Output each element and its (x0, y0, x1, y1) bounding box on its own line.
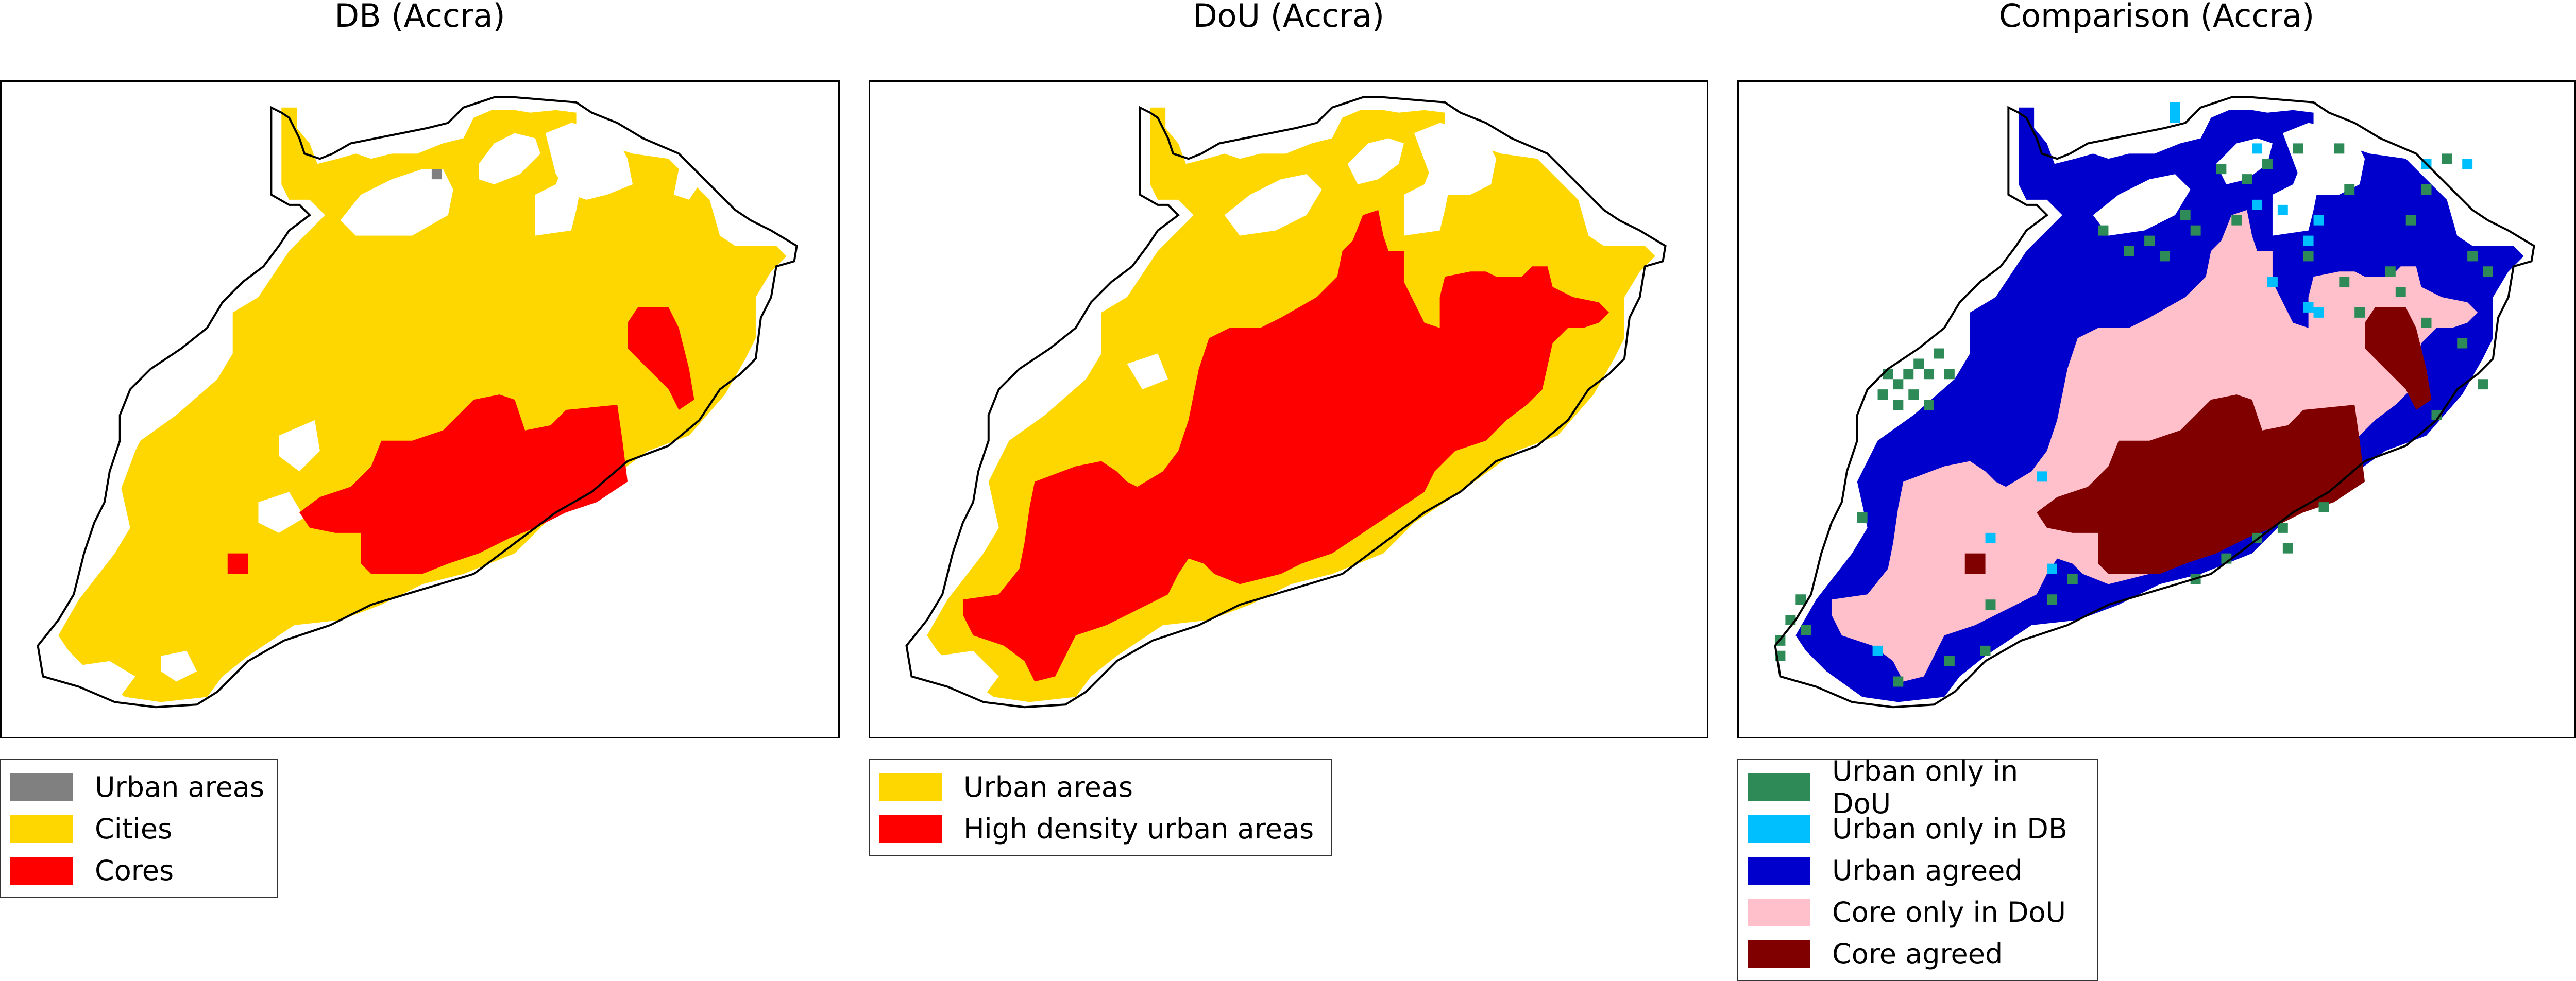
legend-item: Urban only in DB (1748, 808, 2084, 850)
legend-item: Core agreed (1748, 933, 2084, 975)
panel-title-comparison: Comparison (Accra) (1998, 0, 2315, 35)
region-outline (905, 96, 1667, 709)
legend-swatch-core-agreed (1748, 940, 1810, 968)
legend-label: Urban areas (963, 771, 1133, 803)
panel-title-db: DB (Accra) (334, 0, 505, 35)
core-fill (227, 307, 694, 574)
legend-comparison: Urban only in DoU Urban only in DB Urban… (1737, 755, 2098, 981)
panel-title-dou: DoU (Accra) (1192, 0, 1385, 35)
legend-swatch-cities (10, 815, 73, 843)
legend-label: Core only in DoU (1832, 896, 2066, 928)
region-outline (1774, 96, 2535, 709)
legend-label: Urban agreed (1832, 854, 2023, 887)
legend-label: Urban areas (95, 771, 265, 803)
region-outline (37, 96, 798, 709)
legend-label: Urban only in DoU (1832, 754, 2019, 820)
legend-swatch-high-density (879, 815, 942, 843)
legend-swatch-urban (10, 773, 73, 801)
legend-item: Urban areas (10, 766, 265, 808)
legend-item: Urban only in DoU (1748, 755, 2084, 820)
city-fill (58, 107, 787, 702)
legend-label: Cities (95, 813, 173, 845)
map-dou (869, 80, 1708, 738)
legend-swatch-core-only-dou (1748, 898, 1810, 926)
legend-item: Cities (10, 808, 265, 850)
map-comparison-svg (1774, 96, 2535, 709)
map-db-svg (37, 96, 798, 709)
legend-label: Urban only in DB (1832, 813, 2067, 845)
map-db (0, 80, 840, 738)
legend-item: High density urban areas (879, 808, 1319, 850)
urban-holes (917, 123, 1497, 697)
legend-item: Urban areas (879, 766, 1319, 808)
legend-db: Urban areas Cities Cores (0, 759, 278, 898)
legend-label: High density urban areas (963, 813, 1314, 845)
legend-swatch-urban-only-dou (1748, 773, 1810, 801)
legend-swatch-cores (10, 856, 73, 885)
map-comparison (1737, 80, 2576, 738)
comparison-holes (1785, 123, 2365, 513)
urban-only-dou-pixels (1775, 143, 2493, 687)
core-agreed-fill (1964, 307, 2432, 574)
legend-label: Core agreed (1832, 938, 2003, 970)
legend-swatch-urban-only-db (1748, 815, 1810, 843)
legend-item: Urban agreed (1748, 850, 2084, 891)
legend-item: Cores (10, 850, 265, 891)
legend-swatch-urban (879, 773, 942, 801)
legend-label: Cores (95, 854, 174, 887)
legend-item: Core only in DoU (1748, 891, 2084, 933)
map-dou-svg (905, 96, 1667, 709)
legend-dou: Urban areas High density urban areas (869, 759, 1332, 856)
urban-pixel (431, 169, 442, 180)
high-density-fill (962, 210, 1609, 682)
legend-swatch-urban-agreed (1748, 856, 1810, 885)
